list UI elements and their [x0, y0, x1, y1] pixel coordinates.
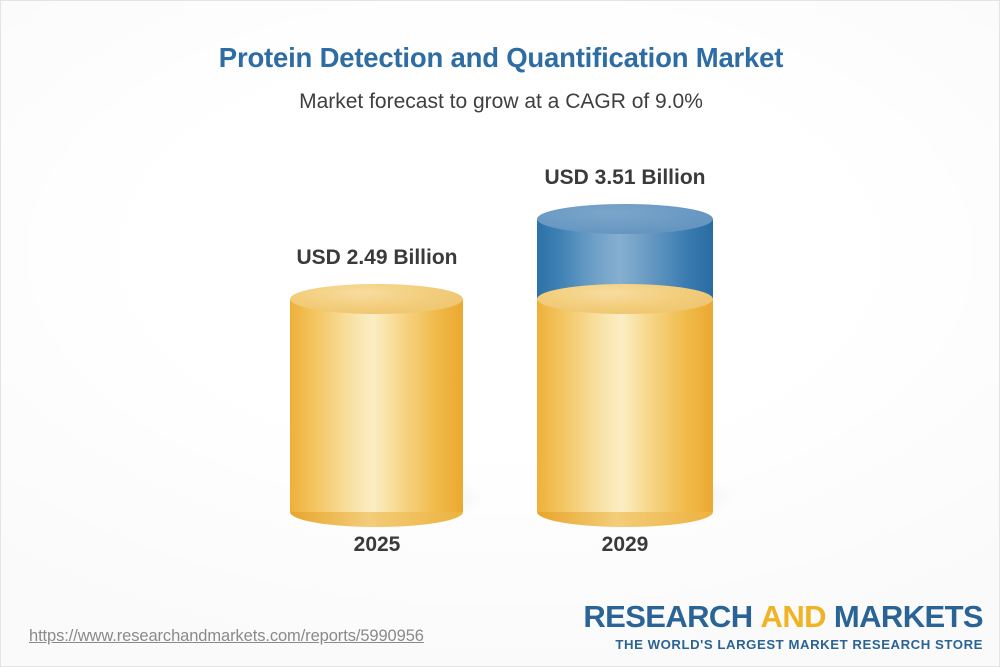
- brand-tagline: THE WORLD'S LARGEST MARKET RESEARCH STOR…: [615, 637, 983, 652]
- page-title: Protein Detection and Quantification Mar…: [218, 42, 784, 73]
- source-url-link[interactable]: https://www.researchandmarkets.com/repor…: [29, 627, 424, 645]
- cylinder-body-segment-base-2029: [537, 299, 713, 512]
- cylinder-2025: [290, 284, 463, 527]
- chart-header: Protein Detection and Quantification Mar…: [1, 1, 999, 114]
- bar-value-label-2025: USD 2.49 Billion: [296, 246, 458, 269]
- brand-word-and: AND: [760, 599, 827, 634]
- cylinder-segment-divider-2029: [537, 284, 713, 314]
- category-label-2025: 2025: [353, 533, 401, 556]
- cylinder-body-2025: [290, 299, 463, 512]
- cylinder-top-ellipse-2025: [290, 284, 463, 314]
- cylinder-2029: [537, 204, 713, 527]
- bar-value-label-2029: USD 3.51 Billion: [544, 166, 706, 189]
- brand-word-research: RESEARCH: [583, 599, 753, 634]
- chart-subtitle: Market forecast to grow at a CAGR of 9.0…: [299, 90, 703, 113]
- category-label-2029: 2029: [601, 533, 649, 556]
- cylinder-top-ellipse-2029: [537, 204, 713, 234]
- brand-word-markets: MARKETS: [833, 599, 984, 634]
- brand-logo-wordmark: RESEARCH AND MARKETS: [583, 601, 983, 632]
- brand-logo[interactable]: RESEARCH AND MARKETS THE WORLD'S LARGEST…: [583, 601, 983, 652]
- chart-footer: https://www.researchandmarkets.com/repor…: [1, 596, 999, 666]
